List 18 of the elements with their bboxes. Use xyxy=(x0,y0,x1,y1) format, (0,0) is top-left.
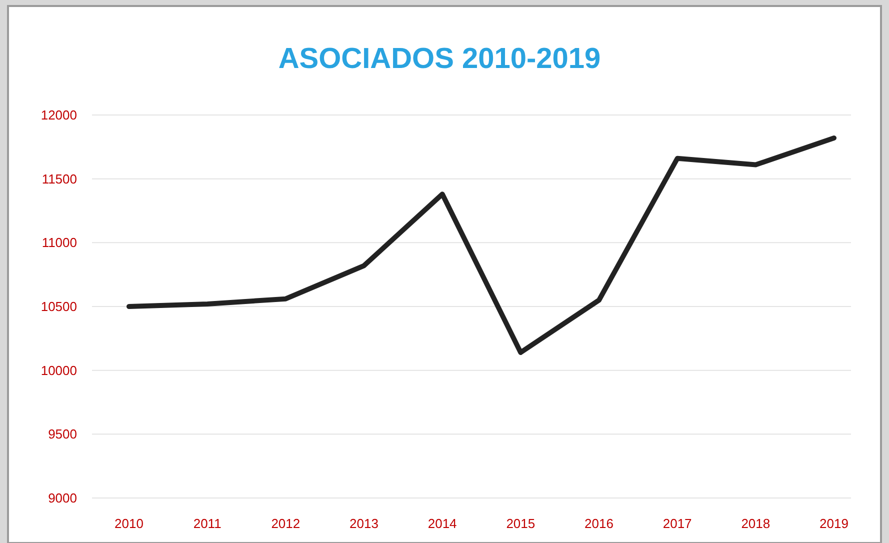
y-tick-label: 10000 xyxy=(40,362,77,378)
x-tick-label: 2014 xyxy=(428,516,457,531)
y-tick-label: 11500 xyxy=(42,171,77,186)
x-tick-label: 2011 xyxy=(193,516,222,531)
x-tick-label: 2013 xyxy=(350,516,378,531)
y-tick-label: 12000 xyxy=(40,108,77,123)
x-tick-label: 2010 xyxy=(114,516,144,531)
x-tick-label: 2012 xyxy=(271,516,300,531)
x-tick-label: 2018 xyxy=(741,516,770,531)
y-tick-label: 10500 xyxy=(40,299,77,314)
x-tick-label: 2015 xyxy=(506,516,536,531)
y-tick-label: 9500 xyxy=(48,426,77,442)
y-tick-label: 11000 xyxy=(42,235,77,250)
x-tick-label: 2016 xyxy=(584,516,614,531)
x-tick-label: 2019 xyxy=(820,516,848,531)
chart-title: ASOCIADOS 2010-2019 xyxy=(278,43,601,75)
x-tick-label: 2017 xyxy=(662,516,692,531)
y-tick-label: 9000 xyxy=(48,490,77,506)
